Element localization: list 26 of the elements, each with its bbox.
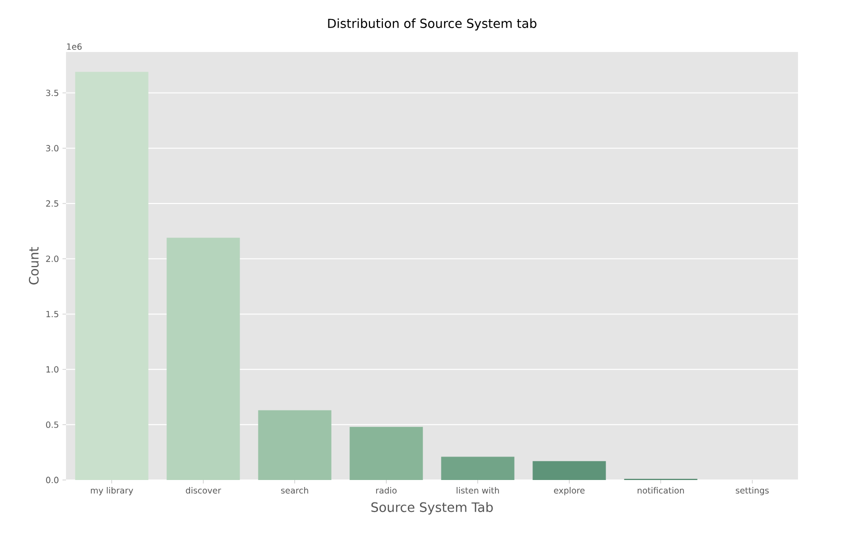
bar	[75, 72, 148, 480]
bar	[350, 426, 423, 480]
text: 1e6	[67, 43, 82, 50]
x-axis-title: Source System Tab	[371, 502, 493, 515]
y-tick-label: 2.0	[46, 256, 58, 262]
y-axis-title: Count	[28, 247, 39, 284]
y-tick-label: 1.0	[46, 366, 58, 373]
x-tick-label: radio	[376, 487, 397, 494]
x-tick-label: search	[281, 487, 308, 494]
x-tick-label: notification	[638, 487, 684, 494]
y-tick-label: 2.5	[46, 200, 58, 207]
x-tick-label: listen with	[456, 487, 499, 494]
bar	[166, 238, 240, 480]
x-tick-label: explore	[554, 487, 585, 496]
x-tick-label: settings	[736, 487, 769, 496]
y-tick-label: 3.5	[46, 90, 58, 96]
y-tick-label: 0.0	[46, 476, 58, 484]
y-tick-label: 3.0	[46, 145, 58, 152]
x-tick-label: my library	[90, 487, 134, 496]
bar	[258, 410, 332, 480]
bar	[532, 461, 606, 480]
y-tick-label: 1.5	[46, 310, 58, 318]
x-tick-label: discover	[186, 487, 222, 494]
y-tick-label: 0.5	[46, 421, 58, 428]
chart-title: Distribution of Source System tab	[328, 18, 536, 30]
bar	[441, 456, 514, 480]
